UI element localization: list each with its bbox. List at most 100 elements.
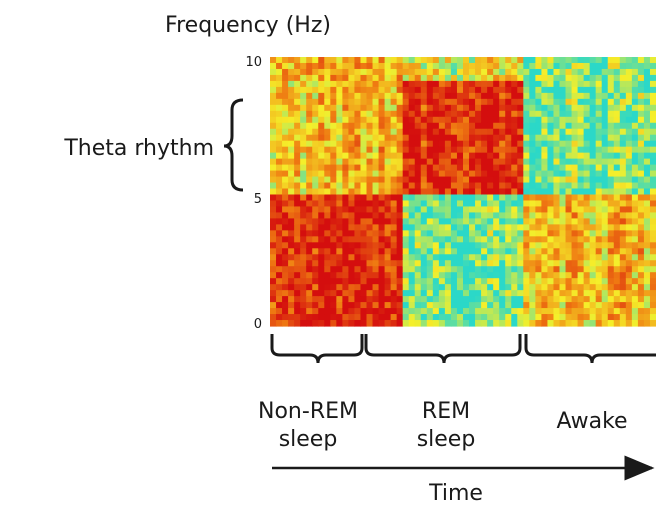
heatmap-cell (631, 57, 639, 64)
heatmap-cell (330, 224, 337, 231)
heatmap-cell (523, 57, 530, 64)
heatmap-cell (294, 104, 301, 112)
heatmap-cell (306, 62, 313, 70)
heatmap-cell (294, 284, 301, 291)
heatmap-cell (529, 57, 536, 64)
heatmap-cell (432, 176, 440, 184)
heatmap-cell (493, 104, 500, 112)
heatmap-cell (396, 176, 404, 184)
heatmap-cell (420, 218, 428, 225)
heatmap-cell (499, 62, 506, 70)
heatmap-cell (336, 290, 343, 297)
heatmap-cell (306, 176, 313, 184)
heatmap-cell (360, 57, 368, 64)
heatmap-cell (493, 206, 500, 214)
heatmap-cell (625, 92, 633, 100)
heatmap-cell (360, 164, 368, 172)
heatmap-cell (535, 110, 543, 118)
heatmap-cell (523, 62, 530, 70)
heatmap-cell (625, 290, 633, 297)
heatmap-cell (505, 152, 512, 160)
heatmap-cell (414, 57, 422, 64)
heatmap-cell (631, 116, 639, 124)
heatmap-cell (535, 68, 543, 76)
heatmap-cell (354, 116, 362, 124)
heatmap-cell (330, 242, 337, 249)
heatmap-cell (619, 146, 627, 154)
heatmap-cell (414, 140, 422, 148)
heatmap-cell (384, 218, 392, 225)
heatmap-cell (577, 128, 585, 136)
heatmap-cell (493, 98, 500, 106)
heatmap-cell (475, 278, 482, 285)
heatmap-cell (294, 212, 301, 219)
heatmap-cell (438, 206, 446, 214)
heatmap-cell (595, 170, 603, 178)
heatmap-cell (589, 134, 597, 142)
heatmap-cell (324, 266, 331, 273)
heatmap-cell (637, 242, 645, 249)
heatmap-cell (493, 308, 500, 315)
heatmap-cell (589, 260, 597, 267)
heatmap-cell (432, 188, 440, 196)
heatmap-cell (625, 134, 633, 142)
heatmap-cell (649, 182, 656, 190)
heatmap-cell (300, 104, 307, 112)
heatmap-cell (372, 290, 380, 297)
y-tick-label-mid: 5 (254, 192, 262, 207)
heatmap-cell (475, 170, 482, 178)
heatmap-cell (330, 164, 337, 172)
heatmap-cell (378, 272, 386, 279)
heatmap-cell (607, 57, 615, 64)
heatmap-cell (330, 188, 337, 196)
heatmap-cell (583, 194, 591, 202)
heatmap-cell (493, 146, 500, 154)
heatmap-cell (553, 188, 561, 196)
heatmap-cell (456, 146, 464, 154)
heatmap-cell (589, 308, 597, 315)
heatmap-cell (481, 188, 488, 196)
heatmap-cell (475, 236, 482, 243)
heatmap-cell (583, 188, 591, 196)
heatmap-cell (300, 230, 307, 237)
heatmap-cell (625, 146, 633, 154)
heatmap-cell (487, 224, 494, 231)
heatmap-cell (342, 248, 350, 255)
heatmap-cell (300, 314, 307, 321)
heatmap-cell (402, 92, 410, 100)
heatmap-cell (366, 242, 374, 249)
heatmap-cell (300, 57, 307, 64)
heatmap-cell (625, 116, 633, 124)
heatmap-cell (577, 140, 585, 148)
heatmap-cell (517, 86, 524, 94)
heatmap-cell (408, 308, 416, 315)
heatmap-cell (481, 200, 488, 208)
heatmap-cell (511, 266, 518, 273)
heatmap-cell (637, 254, 645, 261)
heatmap-cell (517, 128, 524, 136)
heatmap-cell (643, 68, 651, 76)
heatmap-cell (450, 224, 458, 231)
heatmap-cell (348, 236, 356, 243)
heatmap-cell (643, 320, 651, 327)
heatmap-cell (420, 314, 428, 321)
heatmap-cell (360, 314, 368, 321)
heatmap-cell (438, 170, 446, 178)
heatmap-cell (547, 140, 555, 148)
heatmap-cell (438, 176, 446, 184)
heatmap-cell (589, 164, 597, 172)
heatmap-cell (535, 134, 543, 142)
heatmap-cell (372, 218, 380, 225)
heatmap-cell (469, 230, 476, 237)
heatmap-cell (463, 320, 470, 327)
heatmap-cell (450, 140, 458, 148)
heatmap-cell (463, 266, 470, 273)
heatmap-cell (601, 266, 609, 273)
heatmap-cell (432, 206, 440, 214)
heatmap-cell (523, 92, 530, 100)
heatmap-cell (583, 146, 591, 154)
heatmap-cell (625, 242, 633, 249)
heatmap-cell (595, 182, 603, 190)
heatmap-cell (288, 176, 295, 184)
heatmap-cell (432, 266, 440, 273)
